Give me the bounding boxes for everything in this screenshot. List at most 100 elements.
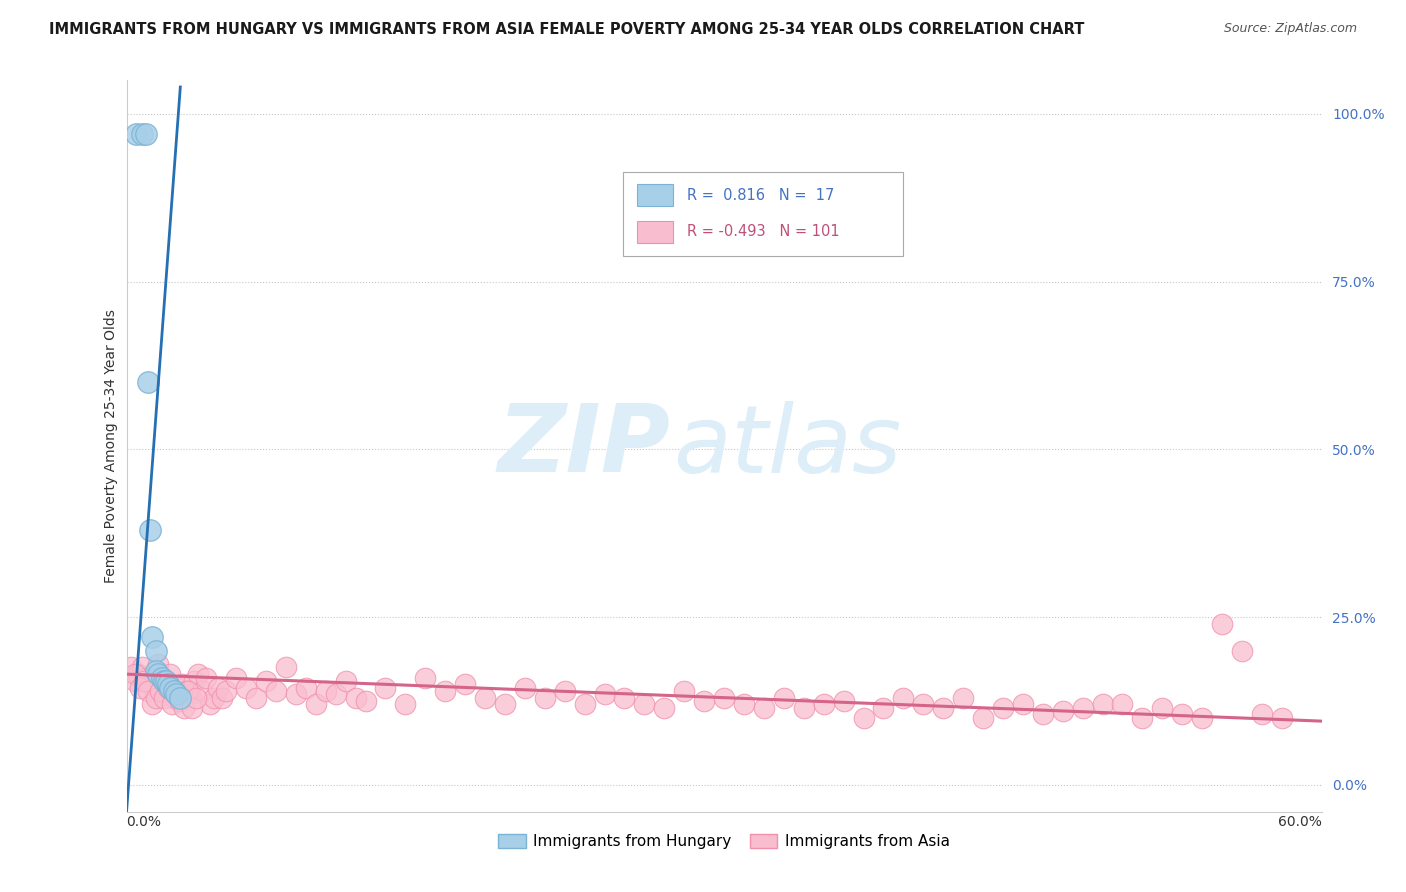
Point	[813, 698, 835, 712]
Point	[195, 671, 218, 685]
Point	[172, 677, 194, 691]
Point	[145, 643, 167, 657]
Point	[200, 698, 222, 712]
Text: ZIP: ZIP	[498, 400, 671, 492]
Point	[211, 690, 233, 705]
Point	[832, 694, 855, 708]
Point	[1250, 707, 1272, 722]
Point	[173, 700, 195, 714]
Point	[932, 700, 955, 714]
Point	[413, 671, 436, 685]
Y-axis label: Female Poverty Among 25-34 Year Olds: Female Poverty Among 25-34 Year Olds	[104, 309, 118, 583]
Point	[187, 667, 209, 681]
Point	[139, 677, 162, 691]
Point	[1032, 707, 1054, 722]
Point	[202, 690, 225, 705]
Point	[264, 684, 287, 698]
Point	[773, 690, 796, 705]
Point	[157, 681, 180, 695]
Point	[174, 684, 197, 698]
Point	[153, 673, 176, 688]
Point	[713, 690, 735, 705]
Point	[124, 667, 146, 681]
Point	[186, 690, 208, 705]
Point	[554, 684, 576, 698]
Point	[125, 127, 148, 141]
Point	[574, 698, 596, 712]
Point	[1211, 616, 1233, 631]
Point	[148, 657, 170, 671]
Point	[325, 687, 347, 701]
Point	[254, 673, 277, 688]
Point	[374, 681, 396, 695]
Point	[165, 687, 187, 701]
Point	[155, 673, 177, 688]
Point	[891, 690, 914, 705]
Point	[143, 681, 166, 695]
Text: 0.0%: 0.0%	[127, 815, 162, 829]
Point	[141, 698, 163, 712]
Text: atlas: atlas	[672, 401, 901, 491]
Point	[952, 690, 974, 705]
Point	[434, 684, 457, 698]
Point	[593, 687, 616, 701]
Point	[752, 700, 775, 714]
Point	[169, 694, 191, 708]
Point	[225, 671, 247, 685]
Point	[513, 681, 536, 695]
Point	[163, 690, 186, 705]
Point	[394, 698, 416, 712]
Point	[131, 127, 153, 141]
Point	[215, 684, 238, 698]
Point	[1152, 700, 1174, 714]
Point	[494, 698, 516, 712]
Point	[124, 673, 146, 688]
Text: Source: ZipAtlas.com: Source: ZipAtlas.com	[1223, 22, 1357, 36]
Point	[135, 671, 157, 685]
Point	[1171, 707, 1194, 722]
Point	[1230, 643, 1253, 657]
Point	[284, 687, 307, 701]
Point	[354, 694, 377, 708]
Point	[613, 690, 636, 705]
Point	[344, 690, 367, 705]
Point	[129, 681, 152, 695]
Point	[155, 673, 177, 688]
Point	[181, 700, 204, 714]
Point	[235, 681, 257, 695]
Point	[177, 684, 200, 698]
Point	[454, 677, 477, 691]
Point	[141, 630, 163, 644]
Point	[145, 664, 167, 678]
Point	[1130, 711, 1153, 725]
Point	[157, 677, 180, 691]
Point	[167, 681, 190, 695]
Point	[693, 694, 716, 708]
Point	[1052, 704, 1074, 718]
Point	[1111, 698, 1133, 712]
Point	[162, 698, 184, 712]
Point	[179, 687, 201, 701]
Point	[1271, 711, 1294, 725]
Text: R = -0.493   N = 101: R = -0.493 N = 101	[688, 224, 839, 239]
Point	[134, 673, 156, 688]
Point	[153, 690, 176, 705]
Point	[533, 690, 555, 705]
Point	[150, 684, 174, 698]
Point	[852, 711, 875, 725]
Point	[305, 698, 328, 712]
Point	[633, 698, 655, 712]
Point	[139, 523, 162, 537]
Point	[474, 690, 496, 705]
Point	[733, 698, 755, 712]
Point	[1011, 698, 1033, 712]
Point	[131, 660, 153, 674]
Point	[120, 660, 142, 674]
Point	[148, 667, 170, 681]
Point	[169, 690, 191, 705]
Point	[1071, 700, 1094, 714]
Point	[1091, 698, 1114, 712]
Point	[872, 700, 894, 714]
Point	[183, 673, 205, 688]
Point	[159, 681, 181, 695]
